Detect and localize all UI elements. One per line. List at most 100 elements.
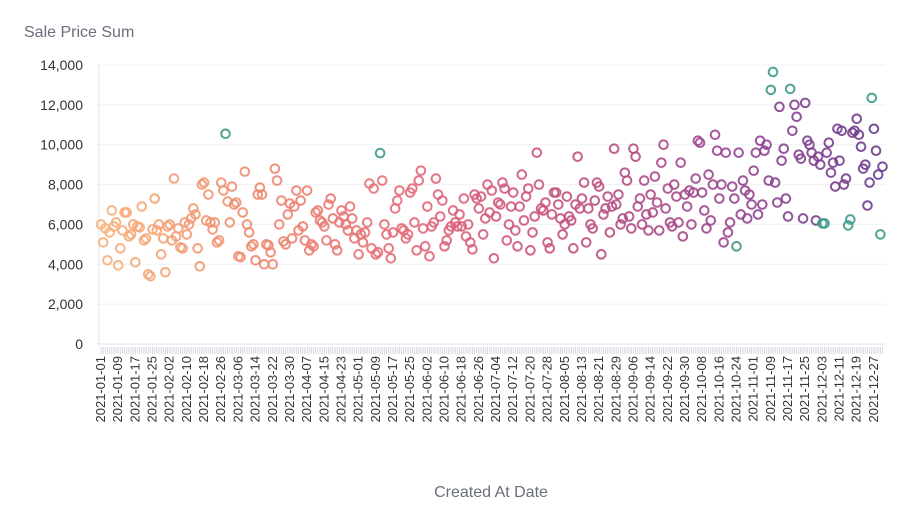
y-tick-label: 12,000 — [40, 97, 83, 113]
x-tick-label: 2021-12-19 — [849, 356, 864, 423]
data-point — [565, 215, 577, 226]
data-point — [501, 235, 513, 246]
data-point — [385, 253, 397, 264]
data-point — [623, 211, 635, 222]
data-point — [696, 187, 708, 198]
data-point — [821, 147, 832, 158]
data-point — [613, 189, 624, 200]
data-point — [383, 243, 394, 254]
y-tick-label: 8,000 — [48, 177, 83, 193]
data-point — [600, 203, 611, 214]
anomaly-point — [374, 147, 386, 159]
x-tick-label: 2021-02-18 — [196, 356, 211, 423]
data-point — [703, 169, 714, 180]
data-point — [638, 175, 650, 186]
data-point — [860, 159, 871, 170]
data-point — [746, 199, 757, 210]
x-tick-label: 2021-10-16 — [711, 356, 726, 423]
x-tick-label: 2021-12-27 — [866, 356, 881, 423]
data-point — [838, 179, 850, 190]
data-point — [851, 113, 863, 125]
data-point — [787, 125, 798, 137]
data-point — [248, 239, 259, 250]
data-point — [396, 223, 407, 234]
data-point — [336, 205, 347, 216]
data-point — [147, 224, 158, 235]
data-point — [245, 241, 257, 252]
data-point — [490, 211, 502, 222]
data-point — [653, 225, 665, 236]
data-point — [110, 217, 122, 228]
data-point — [323, 199, 334, 210]
data-point — [325, 193, 337, 204]
data-point — [675, 157, 686, 168]
data-point — [237, 207, 249, 218]
data-point — [510, 225, 521, 236]
data-point — [714, 193, 725, 204]
data-point — [203, 189, 214, 200]
data-point — [267, 258, 279, 270]
data-point — [726, 181, 738, 192]
data-point — [239, 166, 251, 177]
data-point — [709, 129, 721, 141]
data-point — [737, 175, 749, 186]
data-point — [647, 207, 659, 218]
data-point — [142, 268, 154, 280]
anomaly-point — [767, 66, 779, 78]
data-point — [752, 209, 764, 220]
x-tick-label: 2021-12-03 — [814, 356, 829, 423]
x-tick-label: 2021-07-20 — [522, 356, 537, 423]
data-point — [295, 195, 306, 206]
data-point — [464, 237, 476, 248]
data-point — [181, 229, 193, 240]
data-point — [649, 171, 661, 182]
data-point — [870, 145, 882, 156]
data-point — [112, 259, 124, 271]
data-point — [516, 169, 528, 180]
x-tick-label: 2021-08-05 — [557, 356, 572, 423]
data-point — [763, 175, 775, 186]
data-point — [151, 225, 163, 236]
data-point — [196, 179, 208, 190]
data-point — [424, 251, 435, 262]
data-point — [546, 209, 558, 220]
data-point — [376, 175, 388, 186]
data-point — [795, 153, 807, 164]
x-tick-label: 2021-04-23 — [333, 356, 348, 423]
data-point — [160, 266, 171, 278]
data-point — [207, 224, 218, 235]
data-point — [417, 223, 429, 234]
data-point — [836, 125, 848, 137]
data-point — [407, 183, 418, 194]
data-point — [686, 219, 697, 230]
anomaly-point — [842, 220, 854, 231]
data-point — [359, 227, 371, 238]
data-point — [492, 197, 504, 208]
data-point — [361, 217, 373, 228]
data-point — [692, 135, 704, 147]
x-tick-label: 2021-01-17 — [127, 356, 142, 423]
x-tick-label: 2021-07-04 — [488, 356, 503, 423]
x-tick-label: 2021-08-29 — [608, 356, 623, 423]
anomaly-point — [731, 241, 742, 252]
x-tick-label: 2021-09-22 — [660, 356, 675, 423]
data-point — [125, 229, 137, 240]
data-point — [724, 217, 736, 228]
data-point — [243, 227, 255, 238]
x-tick-label: 2021-06-02 — [419, 356, 434, 423]
data-point — [799, 97, 811, 109]
data-point — [308, 241, 319, 252]
data-point — [235, 252, 246, 263]
data-point — [862, 200, 873, 211]
data-point — [756, 199, 768, 210]
data-point — [387, 227, 399, 238]
x-axis-title: Created At Date — [434, 484, 548, 501]
data-point — [550, 187, 562, 198]
data-point — [750, 147, 762, 158]
data-point — [617, 213, 629, 224]
data-point — [488, 253, 500, 264]
anomaly-point — [784, 83, 796, 95]
x-tick-label: 2021-08-21 — [591, 356, 606, 423]
data-point — [458, 193, 470, 204]
